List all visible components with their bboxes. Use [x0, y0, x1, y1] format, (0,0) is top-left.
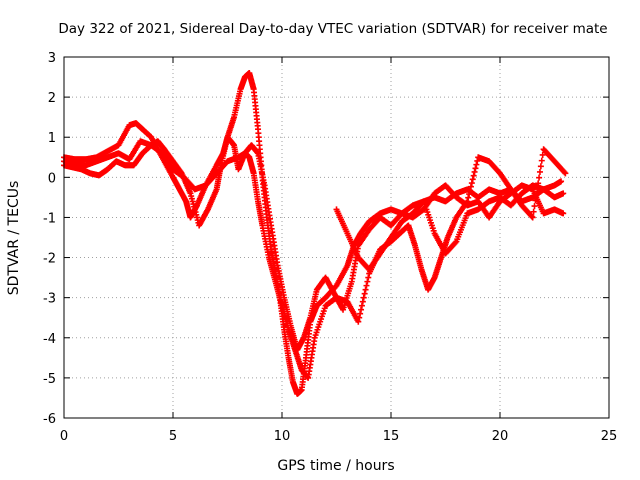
- data-point-marker: [358, 306, 365, 313]
- data-point-marker: [536, 174, 543, 181]
- data-point-marker: [470, 172, 477, 179]
- data-point-marker: [537, 163, 544, 170]
- data-point-marker: [561, 169, 568, 176]
- data-point: [558, 178, 565, 185]
- y-tick-label: -1: [43, 211, 56, 226]
- data-point-marker: [469, 176, 476, 183]
- series-track-3: [61, 134, 569, 381]
- plot-frame: [63, 56, 610, 419]
- data-point-marker: [359, 298, 366, 305]
- x-axis-label: GPS time / hours: [277, 458, 394, 474]
- data-point-marker: [365, 274, 372, 281]
- data-point-marker: [452, 239, 459, 246]
- y-tick-label: 0: [48, 171, 56, 186]
- data-point-marker: [361, 290, 368, 297]
- data-point-marker: [536, 168, 543, 175]
- data-point-marker: [467, 183, 474, 190]
- y-tick-label: 2: [48, 91, 56, 106]
- data-point-marker: [357, 310, 364, 317]
- data-point-marker: [467, 187, 474, 194]
- data-point-marker: [362, 286, 369, 293]
- data-point-marker: [471, 168, 478, 175]
- y-tick-label: -3: [43, 292, 56, 307]
- grid-lines: [64, 57, 609, 418]
- data-point: [560, 210, 567, 217]
- data-point-marker: [473, 161, 480, 168]
- x-tick-label: 25: [601, 429, 618, 444]
- data-point-marker: [538, 157, 545, 164]
- data-point: [529, 214, 536, 221]
- y-tick-label: -5: [43, 372, 56, 387]
- data-point-marker: [474, 157, 481, 164]
- data-point-marker: [360, 294, 367, 301]
- data-point-marker: [466, 191, 473, 198]
- axes: 0 5 10 15 20 25 -6 -5 -4 -3 -2 -1 0 1 2 3: [43, 51, 617, 444]
- data-point: [562, 170, 569, 177]
- y-tick-label: 3: [48, 51, 56, 66]
- data-point-marker: [356, 314, 363, 321]
- x-tick-label: 0: [60, 429, 68, 444]
- data-point-marker: [364, 278, 371, 285]
- data-point-marker: [468, 180, 475, 187]
- data-point-marker: [363, 282, 370, 289]
- y-tick-label: 1: [48, 131, 56, 146]
- data-point-marker: [358, 302, 365, 309]
- x-tick-label: 10: [274, 429, 291, 444]
- x-tick-label: 15: [383, 429, 400, 444]
- data-point: [464, 198, 471, 205]
- data-point-marker: [472, 165, 479, 172]
- y-tick-label: -4: [43, 332, 56, 347]
- data-point-marker: [539, 151, 546, 158]
- data-point-marker: [528, 213, 535, 220]
- data-point: [355, 318, 362, 325]
- data-points: [61, 70, 569, 397]
- series-track-4: [333, 182, 567, 273]
- y-axis-label: SDTVAR / TECUs: [6, 181, 22, 296]
- data-point-marker: [533, 191, 540, 198]
- x-tick-label: 20: [492, 429, 509, 444]
- data-point: [560, 190, 567, 197]
- y-tick-label: -6: [43, 412, 56, 427]
- y-tick-label: -2: [43, 252, 56, 267]
- chart-title: Day 322 of 2021, Sidereal Day-to-day VTE…: [58, 21, 607, 37]
- data-point-marker: [531, 203, 538, 210]
- x-tick-label: 5: [169, 429, 177, 444]
- data-point-marker: [465, 194, 472, 201]
- data-point-marker: [530, 208, 537, 215]
- data-point-marker: [532, 197, 539, 204]
